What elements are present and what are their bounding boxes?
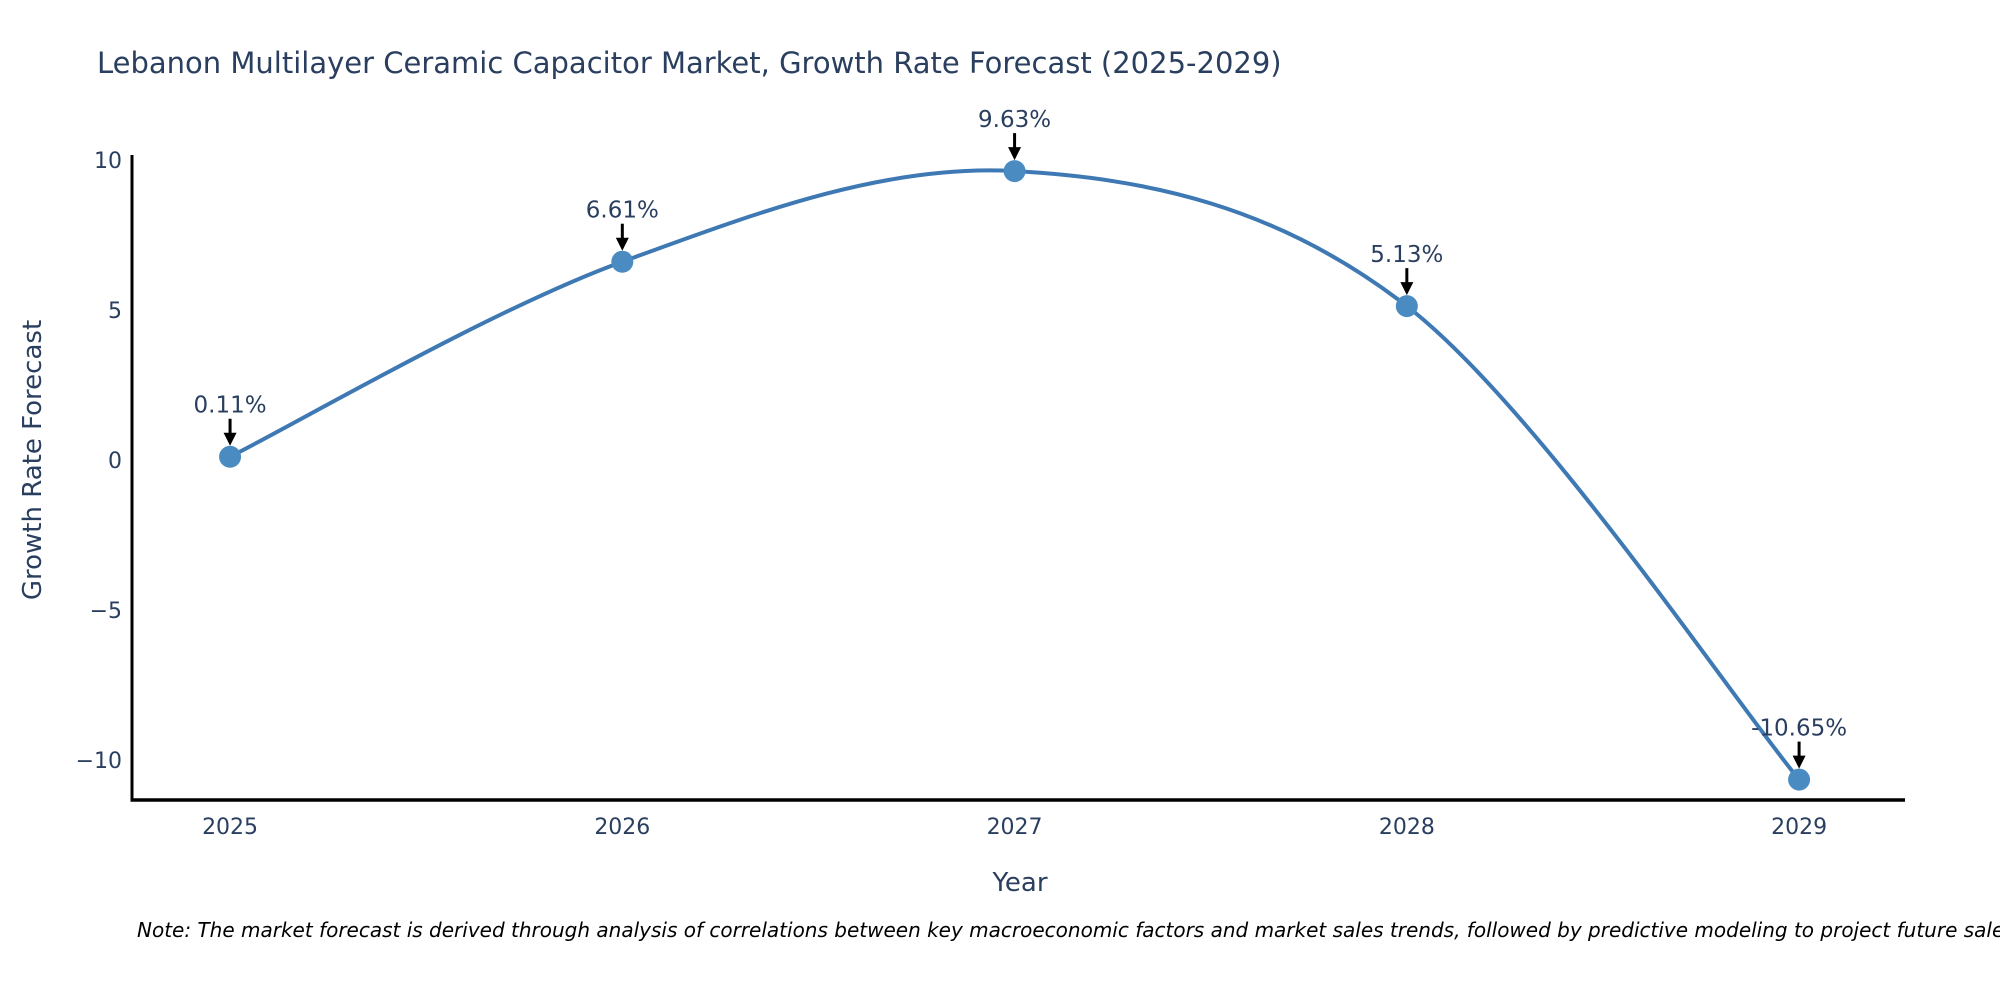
chart-title: Lebanon Multilayer Ceramic Capacitor Mar…	[97, 46, 1282, 80]
annotation-arrowhead	[615, 237, 629, 251]
x-tick-label: 2029	[1771, 815, 1827, 840]
annotation-arrowhead	[1792, 755, 1806, 769]
data-point-2029[interactable]	[1788, 768, 1811, 791]
annotation-arrowhead	[1008, 147, 1022, 161]
x-tick-label: 2028	[1379, 815, 1435, 840]
data-point-2028[interactable]	[1395, 295, 1418, 318]
annotation-arrowhead	[1400, 282, 1414, 296]
x-tick-label: 2026	[594, 815, 650, 840]
point-value-label: 6.61%	[586, 198, 659, 224]
x-tick-label: 2025	[202, 815, 258, 840]
y-tick-label: 0	[108, 449, 122, 474]
data-point-2026[interactable]	[611, 250, 634, 273]
y-tick-label: −10	[76, 749, 122, 774]
point-value-label: -10.65%	[1751, 716, 1847, 742]
point-value-label: 0.11%	[194, 393, 267, 419]
data-point-2025[interactable]	[219, 445, 242, 468]
y-tick-label: −5	[90, 599, 122, 624]
data-point-2027[interactable]	[1003, 160, 1026, 183]
y-tick-label: 10	[94, 149, 122, 174]
forecast-line	[228, 168, 1802, 782]
y-tick-label: 5	[108, 299, 122, 324]
y-axis-title: Growth Rate Forecast	[18, 319, 48, 601]
x-axis-title: Year	[992, 868, 1048, 898]
x-tick-label: 2027	[987, 815, 1043, 840]
annotation-arrowhead	[223, 432, 237, 446]
footnote: Note: The market forecast is derived thr…	[137, 918, 2000, 942]
point-value-label: 9.63%	[978, 107, 1051, 133]
point-value-label: 5.13%	[1370, 242, 1443, 268]
